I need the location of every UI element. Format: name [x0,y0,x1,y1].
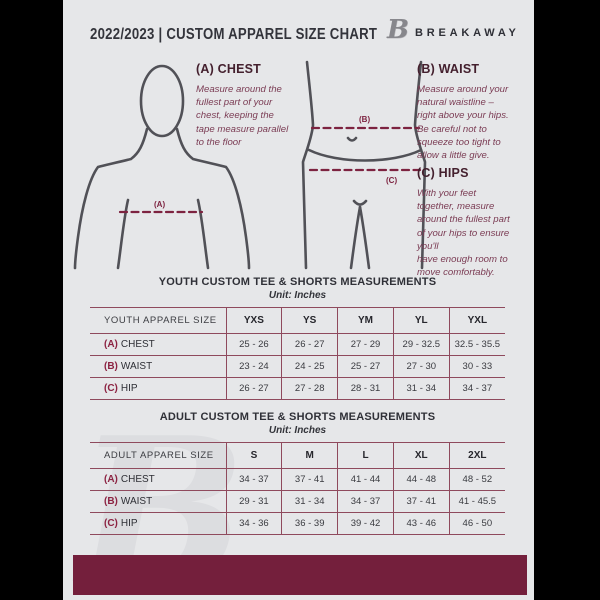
front-torso-figure: (A) [73,64,251,270]
youth-size-col: YL [392,307,450,334]
cell: 25 - 26 [225,333,282,356]
brand-name: BREAKAWAY [415,27,520,39]
cell: 43 - 46 [392,512,450,535]
youth-section-title: YOUTH CUSTOM TEE & SHORTS MEASUREMENTS [158,276,437,288]
chest-heading: (A) CHEST [196,62,261,76]
adult-section-unit: Unit: Inches [268,425,327,436]
cell: 31 - 34 [392,377,450,400]
cell: 26 - 27 [225,377,282,400]
adult-size-col: S [225,442,282,469]
cell: 25 - 27 [337,355,394,378]
adult-table-corner-header: ADULT APPAREL SIZE [104,450,214,461]
cell: 34 - 37 [225,468,282,491]
waist-line-marker: (B) [359,115,370,124]
cell: 29 - 31 [225,490,282,513]
row-label: CHEST [120,339,155,350]
youth-size-col: YS [281,307,338,334]
youth-size-col: YXL [448,307,505,334]
cell: 32.5 - 35.5 [448,333,505,356]
cell: 27 - 30 [392,355,450,378]
adult-size-col: XL [392,442,450,469]
youth-size-col: YXS [225,307,282,334]
cell: 37 - 41 [392,490,450,513]
cell: 30 - 33 [448,355,505,378]
adult-size-col: M [281,442,338,469]
cell: 24 - 25 [281,355,338,378]
chest-line-marker: (A) [154,200,165,209]
breakaway-b-logo-icon: B [387,15,409,45]
waist-heading: (B) WAIST [417,62,480,76]
cell: 41 - 44 [337,468,394,491]
content-area: B 2022/2023 | CUSTOM APPAREL SIZE CHART … [63,0,534,600]
page-title: 2022/2023 | CUSTOM APPAREL SIZE CHART [90,26,378,43]
row-label: WAIST [120,496,153,507]
youth-section-unit: Unit: Inches [268,290,327,301]
cell: 34 - 37 [448,377,505,400]
lower-torso-figure: (B) (C) [301,60,427,270]
cell: 23 - 24 [225,355,282,378]
adult-size-col: 2XL [448,442,505,469]
row-prefix: (B) [104,361,118,372]
cell: 37 - 41 [281,468,338,491]
row-prefix: (B) [104,496,118,507]
row-label: WAIST [120,361,153,372]
cell: 36 - 39 [281,512,338,535]
youth-table-corner-header: YOUTH APPAREL SIZE [104,315,217,326]
cell: 48 - 52 [448,468,505,491]
adult-section-title: ADULT CUSTOM TEE & SHORTS MEASUREMENTS [159,411,436,423]
row-prefix: (C) [104,518,118,529]
footer-accent-bar [73,555,527,595]
chest-description: Measure around the fullest part of your … [196,84,289,148]
cell: 29 - 32.5 [392,333,450,356]
row-label: CHEST [120,474,155,485]
cell: 26 - 27 [281,333,338,356]
table-row: (C) HIP 34 - 36 36 - 39 39 - 42 43 - 46 4… [90,512,505,535]
row-prefix: (A) [104,339,118,350]
head-outline [139,64,185,138]
adult-table-header-row: ADULT APPAREL SIZE S M L XL 2XL [90,442,505,469]
table-row: (B) WAIST 29 - 31 31 - 34 34 - 37 37 - 41… [90,490,505,513]
row-prefix: (C) [104,383,118,394]
row-label: HIP [120,383,138,394]
cell: 44 - 48 [392,468,450,491]
table-row: (C) HIP 26 - 27 27 - 28 28 - 31 31 - 34 3… [90,377,505,400]
cell: 39 - 42 [337,512,394,535]
cell: 46 - 50 [448,512,505,535]
table-row: (A) CHEST 34 - 37 37 - 41 41 - 44 44 - 48… [90,468,505,491]
youth-table-header-row: YOUTH APPAREL SIZE YXS YS YM YL YXL [90,307,505,334]
table-row: (B) WAIST 23 - 24 24 - 25 25 - 27 27 - 30… [90,355,505,378]
cell: 31 - 34 [281,490,338,513]
hips-heading: (C) HIPS [417,166,469,180]
cell: 28 - 31 [337,377,394,400]
row-prefix: (A) [104,474,118,485]
cell: 34 - 37 [337,490,394,513]
youth-size-col: YM [337,307,394,334]
cell: 34 - 36 [225,512,282,535]
hips-description: With your feet together, measure around … [417,188,510,279]
adult-size-col: L [337,442,394,469]
youth-size-table: YOUTH APPAREL SIZE YXS YS YM YL YXL (A) C… [90,307,505,400]
cell: 27 - 28 [281,377,338,400]
table-row: (A) CHEST 25 - 26 26 - 27 27 - 29 29 - 32… [90,333,505,356]
hips-line-marker: (C) [386,176,397,185]
cell: 27 - 29 [337,333,394,356]
cell: 41 - 45.5 [448,490,505,513]
row-label: HIP [120,518,138,529]
adult-size-table: ADULT APPAREL SIZE S M L XL 2XL (A) CHEST… [90,442,505,535]
waist-description: Measure around your natural waistline – … [417,84,509,162]
